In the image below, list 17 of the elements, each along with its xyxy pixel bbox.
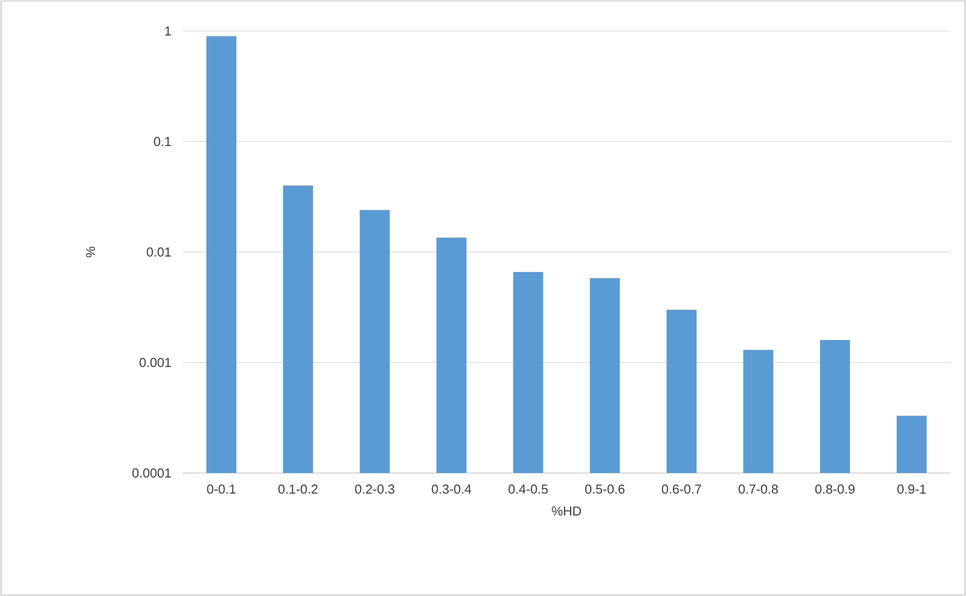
x-tick-label: 0.7-0.8 (738, 484, 778, 494)
y-tick-label: 0.001 (140, 358, 171, 368)
x-tick-label: 0.5-0.6 (585, 484, 624, 494)
x-tick-label: 0.1-0.2 (278, 484, 318, 494)
x-axis-title: %HD (552, 506, 581, 516)
y-tick-label: 0.0001 (132, 468, 171, 478)
y-tick-label: 0.1 (154, 136, 171, 146)
x-tick-label: 0.3-0.4 (432, 484, 472, 494)
y-axis-title: % (86, 246, 96, 258)
y-tick-label: 1 (165, 26, 171, 36)
x-tick-label: 0.2-0.3 (355, 484, 394, 494)
x-tick-label: 0.6-0.7 (662, 484, 702, 494)
x-tick-label: 0-0.1 (207, 484, 236, 494)
x-tick-label: 0.4-0.5 (508, 484, 548, 494)
y-tick-label: 0.01 (146, 247, 171, 257)
x-tick-label: 0.8-0.9 (815, 484, 855, 494)
x-tick-label: 0.9-1 (897, 484, 926, 494)
